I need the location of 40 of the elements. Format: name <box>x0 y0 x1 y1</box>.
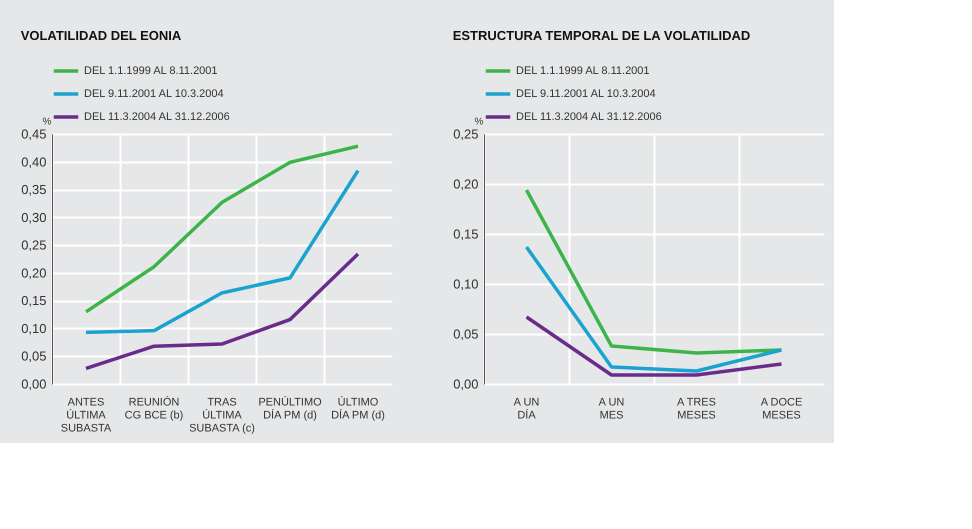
line-series <box>84 252 360 370</box>
y-tick-label: 0,00 <box>21 376 46 392</box>
y-axis-title: % <box>474 116 484 128</box>
y-tick-label: 0,05 <box>453 326 478 342</box>
y-tick-label: 0,45 <box>21 126 46 142</box>
y-tick-label: 0,15 <box>21 293 46 308</box>
legend-label: DEL 9.11.2001 AL 10.3.2004 <box>516 88 656 100</box>
legend-label: DEL 1.1.1999 AL 8.11.2001 <box>84 65 218 77</box>
x-tick-label: A TRES MESES <box>677 396 716 422</box>
line-series <box>84 144 360 314</box>
x-tick-label: A DOCE MESES <box>760 396 802 422</box>
y-tick-label: 0,20 <box>21 265 46 280</box>
y-tick-label: 0,10 <box>453 276 478 292</box>
x-tick-label: ÚLTIMO DÍA PM (d) <box>331 396 385 422</box>
y-axis-title: % <box>42 116 52 128</box>
line-series <box>524 188 784 355</box>
chart-title: VOLATILIDAD DEL EONIA <box>20 28 182 43</box>
x-tick-label: REUNIÓN CG BCE (b) <box>124 396 184 422</box>
x-tick-label: A UN DÍA <box>514 396 540 422</box>
y-tick-label: 0,40 <box>21 154 46 170</box>
legend-label: DEL 11.3.2004 AL 31.12.2006 <box>516 111 662 123</box>
y-tick-label: 0,00 <box>453 376 478 392</box>
x-tick-label: A UN MES <box>598 396 624 422</box>
y-tick-label: 0,20 <box>453 176 478 192</box>
legend-label: DEL 11.3.2004 AL 31.12.2006 <box>84 111 230 123</box>
y-tick-label: 0,05 <box>21 348 46 364</box>
line-series <box>524 245 784 373</box>
y-tick-label: 0,35 <box>21 182 46 198</box>
x-tick-label: TRAS ÚLTIMA SUBASTA (c) <box>189 396 255 434</box>
y-tick-label: 0,30 <box>21 210 46 225</box>
y-tick-label: 0,25 <box>21 238 46 253</box>
x-tick-label: PENÚLTIMO DÍA PM (d) <box>258 396 322 422</box>
line-series <box>84 168 360 334</box>
y-tick-label: 0,15 <box>453 226 478 242</box>
y-tick-label: 0,10 <box>21 320 46 336</box>
y-tick-label: 0,25 <box>453 126 478 142</box>
legend-label: DEL 9.11.2001 AL 10.3.2004 <box>84 88 224 100</box>
chart-title: ESTRUCTURA TEMPORAL DE LA VOLATILIDAD <box>452 28 750 43</box>
legend-label: DEL 1.1.1999 AL 8.11.2001 <box>516 65 650 77</box>
x-tick-label: ANTES ÚLTIMA SUBASTA <box>60 396 112 434</box>
